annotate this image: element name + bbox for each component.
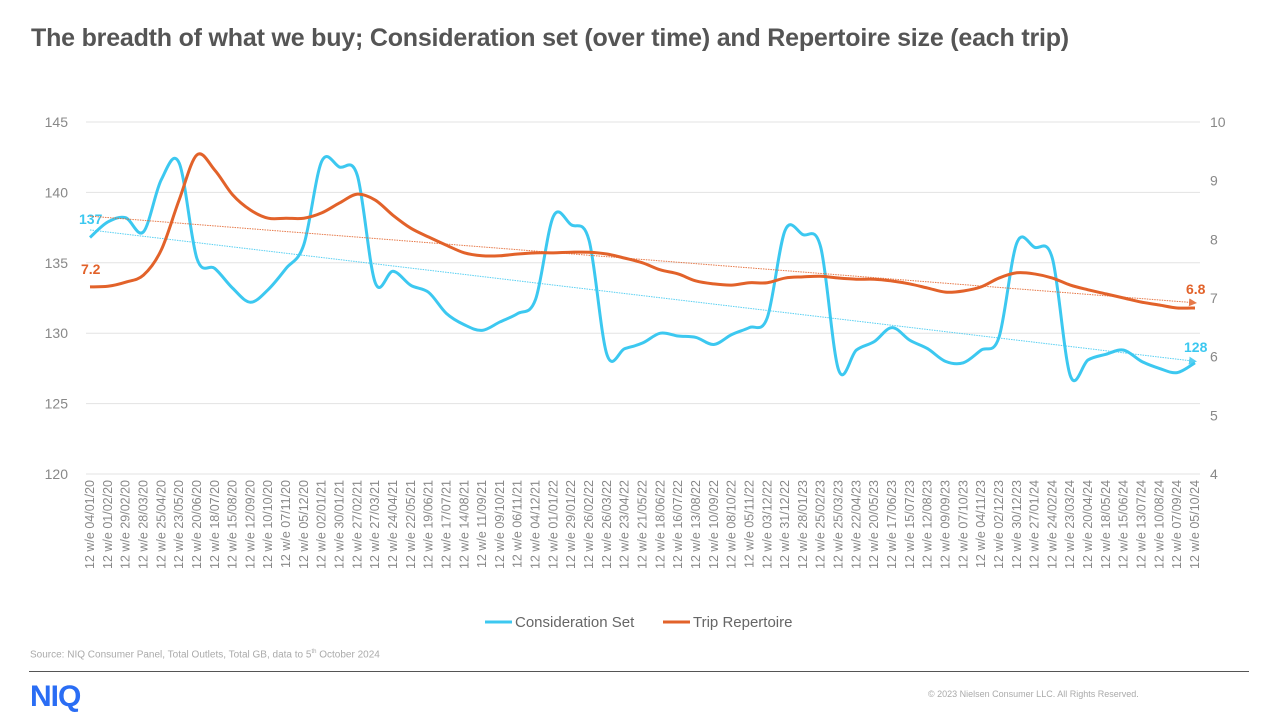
x-axis-tick: 12 w/e 27/01/24 (1028, 480, 1042, 569)
x-axis-tick: 12 w/e 15/08/20 (226, 480, 240, 569)
x-axis-tick: 12 w/e 07/09/24 (1170, 480, 1184, 569)
left-axis-tick: 135 (45, 255, 69, 271)
x-axis-tick: 12 w/e 16/07/22 (671, 480, 685, 569)
source-text: Source: NIQ Consumer Panel, Total Outlet… (30, 649, 312, 661)
x-axis-tick: 12 w/e 19/06/21 (422, 480, 436, 569)
x-axis-tick: 12 w/e 20/04/24 (1081, 480, 1095, 569)
x-axis-tick: 12 w/e 02/12/23 (992, 480, 1006, 569)
x-axis-tick: 12 w/e 05/10/24 (1188, 480, 1202, 569)
legend-label: Consideration Set (515, 614, 635, 631)
right-axis-tick: 9 (1210, 173, 1218, 189)
x-axis-tick: 12 w/e 31/12/22 (778, 480, 792, 569)
x-axis-tick: 12 w/e 17/07/21 (439, 480, 453, 569)
x-axis-tick: 12 w/e 18/06/22 (653, 480, 667, 569)
end-value-label: 6.8 (1186, 281, 1206, 297)
x-axis-tick: 12 w/e 12/09/20 (243, 480, 257, 569)
x-axis-tick: 12 w/e 14/08/21 (457, 480, 471, 569)
x-axis-tick: 12 w/e 04/01/20 (83, 480, 97, 569)
x-axis-tick: 12 w/e 25/02/23 (814, 480, 828, 569)
x-axis-tick: 12 w/e 02/01/21 (315, 480, 329, 569)
x-axis-tick: 12 w/e 13/08/22 (689, 480, 703, 569)
x-axis-tick: 12 w/e 13/07/24 (1135, 480, 1149, 569)
x-axis-tick: 12 w/e 07/10/23 (956, 480, 970, 569)
x-axis-tick: 12 w/e 27/03/21 (368, 480, 382, 569)
x-axis-tick: 12 w/e 29/01/22 (564, 480, 578, 569)
left-axis-tick: 145 (45, 114, 69, 130)
x-axis-tick: 12 w/e 11/09/21 (475, 480, 489, 568)
x-axis-tick: 12 w/e 20/06/20 (190, 480, 204, 569)
legend-label: Trip Repertoire (693, 614, 792, 631)
x-axis-tick: 12 w/e 24/02/24 (1045, 480, 1059, 569)
x-axis-tick: 12 w/e 30/01/21 (333, 480, 347, 569)
left-axis-tick: 140 (45, 184, 69, 200)
series-line (89, 152, 1196, 310)
x-axis-tick: 12 w/e 09/10/21 (493, 480, 507, 569)
x-axis-tick: 12 w/e 24/04/21 (386, 480, 400, 569)
x-axis-tick: 12 w/e 04/11/23 (974, 480, 988, 568)
x-axis-tick: 12 w/e 09/09/23 (938, 480, 952, 569)
x-axis-tick: 12 w/e 28/01/23 (796, 480, 810, 569)
x-axis-tick: 12 w/e 15/06/24 (1117, 480, 1131, 569)
x-axis-tick: 12 w/e 23/05/20 (172, 480, 186, 569)
left-axis-tick: 125 (45, 396, 69, 412)
x-axis-tick: 12 w/e 05/12/20 (297, 480, 311, 569)
x-axis-tick: 12 w/e 01/01/22 (546, 480, 560, 569)
right-axis-tick: 8 (1210, 231, 1218, 247)
x-axis-tick: 12 w/e 26/03/22 (600, 480, 614, 569)
start-value-label: 137 (79, 211, 103, 227)
x-axis-tick: 12 w/e 07/11/20 (279, 480, 293, 568)
x-axis-tick: 12 w/e 10/09/22 (707, 480, 721, 569)
page-title: The breadth of what we buy; Consideratio… (31, 24, 1069, 52)
x-axis-tick: 12 w/e 08/10/22 (725, 480, 739, 569)
end-value-label: 128 (1184, 339, 1208, 355)
trendline (89, 229, 1197, 365)
start-value-label: 7.2 (81, 261, 101, 277)
copyright: © 2023 Nielsen Consumer LLC. All Rights … (928, 689, 1139, 699)
x-axis-tick: 12 w/e 22/04/23 (849, 480, 863, 569)
x-axis-tick: 12 w/e 06/11/21 (511, 480, 525, 568)
x-axis-tick: 12 w/e 25/03/23 (832, 480, 846, 569)
source-superscript: th (311, 649, 317, 655)
x-axis-tick: 12 w/e 21/05/22 (636, 480, 650, 569)
x-axis-tick: 12 w/e 26/02/22 (582, 480, 596, 569)
x-axis-tick: 12 w/e 10/10/20 (261, 480, 275, 569)
right-axis-tick: 6 (1210, 349, 1218, 365)
x-axis-tick: 12 w/e 28/03/20 (136, 480, 150, 569)
x-axis-tick: 12 w/e 20/05/23 (867, 480, 881, 569)
x-axis-tick: 12 w/e 30/12/23 (1010, 480, 1024, 569)
x-axis-tick: 12 w/e 27/02/21 (350, 480, 364, 569)
series-line (88, 155, 1196, 383)
x-axis-tick: 12 w/e 03/12/22 (760, 480, 774, 569)
x-axis-tick: 12 w/e 25/04/20 (154, 480, 168, 569)
x-axis-tick: 12 w/e 04/12/21 (529, 480, 543, 569)
x-axis-tick: 12 w/e 23/03/24 (1063, 480, 1077, 569)
x-axis-tick: 12 w/e 17/06/23 (885, 480, 899, 569)
x-axis-tick: 12 w/e 10/08/24 (1152, 480, 1166, 569)
x-axis-tick: 12 w/e 12/08/23 (921, 480, 935, 569)
x-axis-tick: 12 w/e 01/02/20 (101, 480, 115, 569)
right-axis-tick: 5 (1210, 407, 1218, 423)
right-axis-tick: 4 (1210, 466, 1218, 482)
right-axis-tick: 10 (1210, 114, 1226, 130)
x-axis-tick: 12 w/e 18/05/24 (1099, 480, 1113, 569)
footer-divider (29, 671, 1249, 672)
left-axis-tick: 130 (45, 325, 69, 341)
trendline (89, 215, 1197, 307)
source-note: Source: NIQ Consumer Panel, Total Outlet… (30, 649, 380, 660)
right-axis-tick: 7 (1210, 290, 1218, 306)
x-axis-tick: 12 w/e 23/04/22 (618, 480, 632, 569)
niq-logo: NIQ (30, 680, 81, 713)
x-axis-tick: 12 w/e 15/07/23 (903, 480, 917, 569)
x-axis-tick: 12 w/e 29/02/20 (119, 480, 133, 569)
x-axis-tick: 12 w/e 22/05/21 (404, 480, 418, 569)
source-text-end: October 2024 (316, 649, 380, 661)
x-axis-tick: 12 w/e 18/07/20 (208, 480, 222, 569)
x-axis-tick: 12 w/e 05/11/22 (742, 480, 756, 568)
left-axis-tick: 120 (45, 466, 69, 482)
